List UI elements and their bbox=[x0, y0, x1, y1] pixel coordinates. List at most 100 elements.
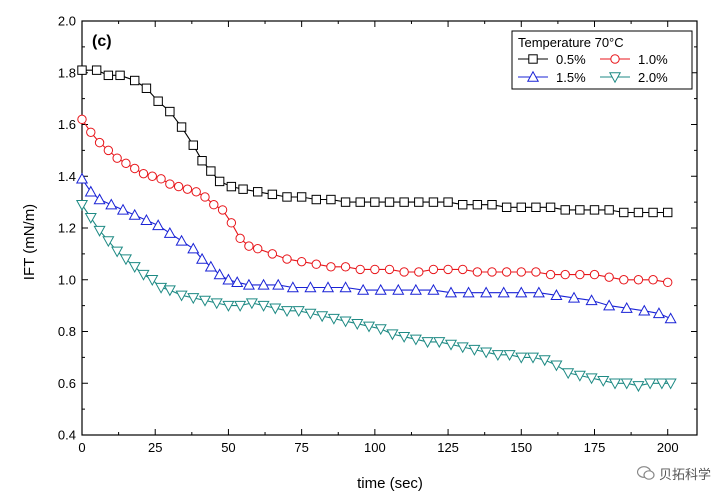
data-point bbox=[155, 282, 168, 294]
data-point bbox=[355, 197, 365, 207]
data-point bbox=[526, 352, 540, 364]
data-point bbox=[137, 269, 150, 281]
data-point bbox=[531, 267, 541, 277]
data-point bbox=[209, 200, 219, 210]
data-point bbox=[620, 301, 633, 313]
data-point bbox=[468, 344, 481, 356]
data-point bbox=[515, 352, 528, 364]
data-point bbox=[176, 122, 187, 132]
data-point bbox=[153, 96, 163, 106]
data-point bbox=[102, 236, 115, 248]
data-point bbox=[503, 350, 516, 362]
data-point bbox=[140, 214, 153, 225]
data-point bbox=[222, 300, 235, 312]
x-tick-label: 150 bbox=[510, 440, 532, 455]
data-point bbox=[245, 298, 258, 310]
data-point bbox=[86, 127, 96, 137]
data-point bbox=[75, 200, 89, 211]
data-point bbox=[458, 200, 468, 210]
data-point bbox=[111, 246, 124, 258]
legend-box bbox=[511, 30, 693, 90]
y-tick-label: 1.8 bbox=[58, 65, 76, 80]
data-point bbox=[604, 272, 614, 282]
data-point bbox=[93, 193, 106, 205]
data-point bbox=[585, 373, 598, 385]
data-point bbox=[633, 275, 644, 285]
data-point bbox=[501, 267, 512, 277]
data-point bbox=[146, 275, 159, 286]
data-point bbox=[257, 300, 270, 312]
data-point bbox=[384, 264, 395, 275]
y-tick-label: 0.4 bbox=[58, 428, 76, 443]
legend-entry: 1.5% bbox=[518, 70, 586, 85]
y-tick-label: 0.8 bbox=[58, 324, 76, 339]
data-point bbox=[206, 166, 216, 176]
data-point bbox=[226, 181, 237, 192]
data-point bbox=[296, 192, 307, 202]
data-point bbox=[633, 207, 644, 218]
data-point bbox=[414, 197, 424, 207]
data-point bbox=[152, 219, 165, 231]
data-point bbox=[128, 262, 141, 274]
data-point bbox=[462, 286, 475, 298]
data-point bbox=[575, 205, 585, 215]
legend-label: 1.5% bbox=[556, 70, 586, 85]
legend-entry: 1.0% bbox=[600, 52, 668, 67]
data-point bbox=[428, 197, 439, 207]
data-point bbox=[340, 262, 351, 272]
x-tick-label: 200 bbox=[657, 440, 679, 455]
data-point bbox=[550, 360, 563, 372]
legend-label: 2.0% bbox=[638, 70, 668, 85]
data-point bbox=[456, 342, 469, 354]
x-tick-label: 125 bbox=[437, 440, 459, 455]
data-point bbox=[487, 200, 497, 210]
data-point bbox=[103, 70, 114, 81]
series-1.0% bbox=[77, 114, 673, 288]
data-point bbox=[443, 197, 453, 207]
data-point bbox=[121, 158, 131, 169]
data-point bbox=[147, 171, 157, 181]
data-point bbox=[296, 256, 307, 267]
data-point bbox=[516, 267, 526, 277]
data-point bbox=[428, 264, 439, 275]
data-point bbox=[374, 283, 387, 295]
data-point bbox=[444, 286, 458, 298]
data-point bbox=[545, 202, 556, 213]
data-point bbox=[93, 225, 106, 237]
data-point bbox=[244, 241, 254, 251]
data-point bbox=[433, 337, 446, 349]
y-axis-title: IFT (mN/m) bbox=[21, 204, 38, 280]
wechat-icon bbox=[636, 466, 655, 480]
data-point bbox=[105, 198, 118, 210]
data-point bbox=[444, 339, 458, 351]
x-tick-label: 175 bbox=[584, 440, 606, 455]
y-tick-label: 1.0 bbox=[58, 272, 76, 287]
data-point bbox=[562, 368, 575, 380]
data-point bbox=[386, 329, 399, 341]
data-point bbox=[655, 378, 668, 390]
x-tick-label: 50 bbox=[221, 440, 235, 455]
data-point bbox=[222, 273, 235, 285]
data-point bbox=[238, 184, 248, 194]
data-point bbox=[560, 269, 570, 280]
data-point bbox=[84, 185, 97, 197]
data-point bbox=[573, 370, 586, 382]
data-point bbox=[491, 350, 504, 362]
data-point bbox=[652, 307, 665, 319]
data-point bbox=[480, 286, 493, 298]
series-0.5% bbox=[77, 65, 673, 218]
data-point bbox=[187, 293, 200, 305]
data-point bbox=[648, 275, 658, 285]
data-point bbox=[163, 285, 176, 297]
data-point bbox=[480, 347, 493, 359]
data-point bbox=[311, 194, 321, 205]
data-point bbox=[370, 264, 380, 275]
x-tick-label: 0 bbox=[78, 440, 85, 455]
data-point bbox=[340, 197, 351, 207]
data-point bbox=[421, 337, 434, 349]
data-point bbox=[187, 242, 200, 254]
data-point bbox=[116, 203, 130, 215]
data-point bbox=[191, 187, 201, 197]
data-point bbox=[103, 145, 114, 156]
data-point bbox=[156, 174, 166, 184]
